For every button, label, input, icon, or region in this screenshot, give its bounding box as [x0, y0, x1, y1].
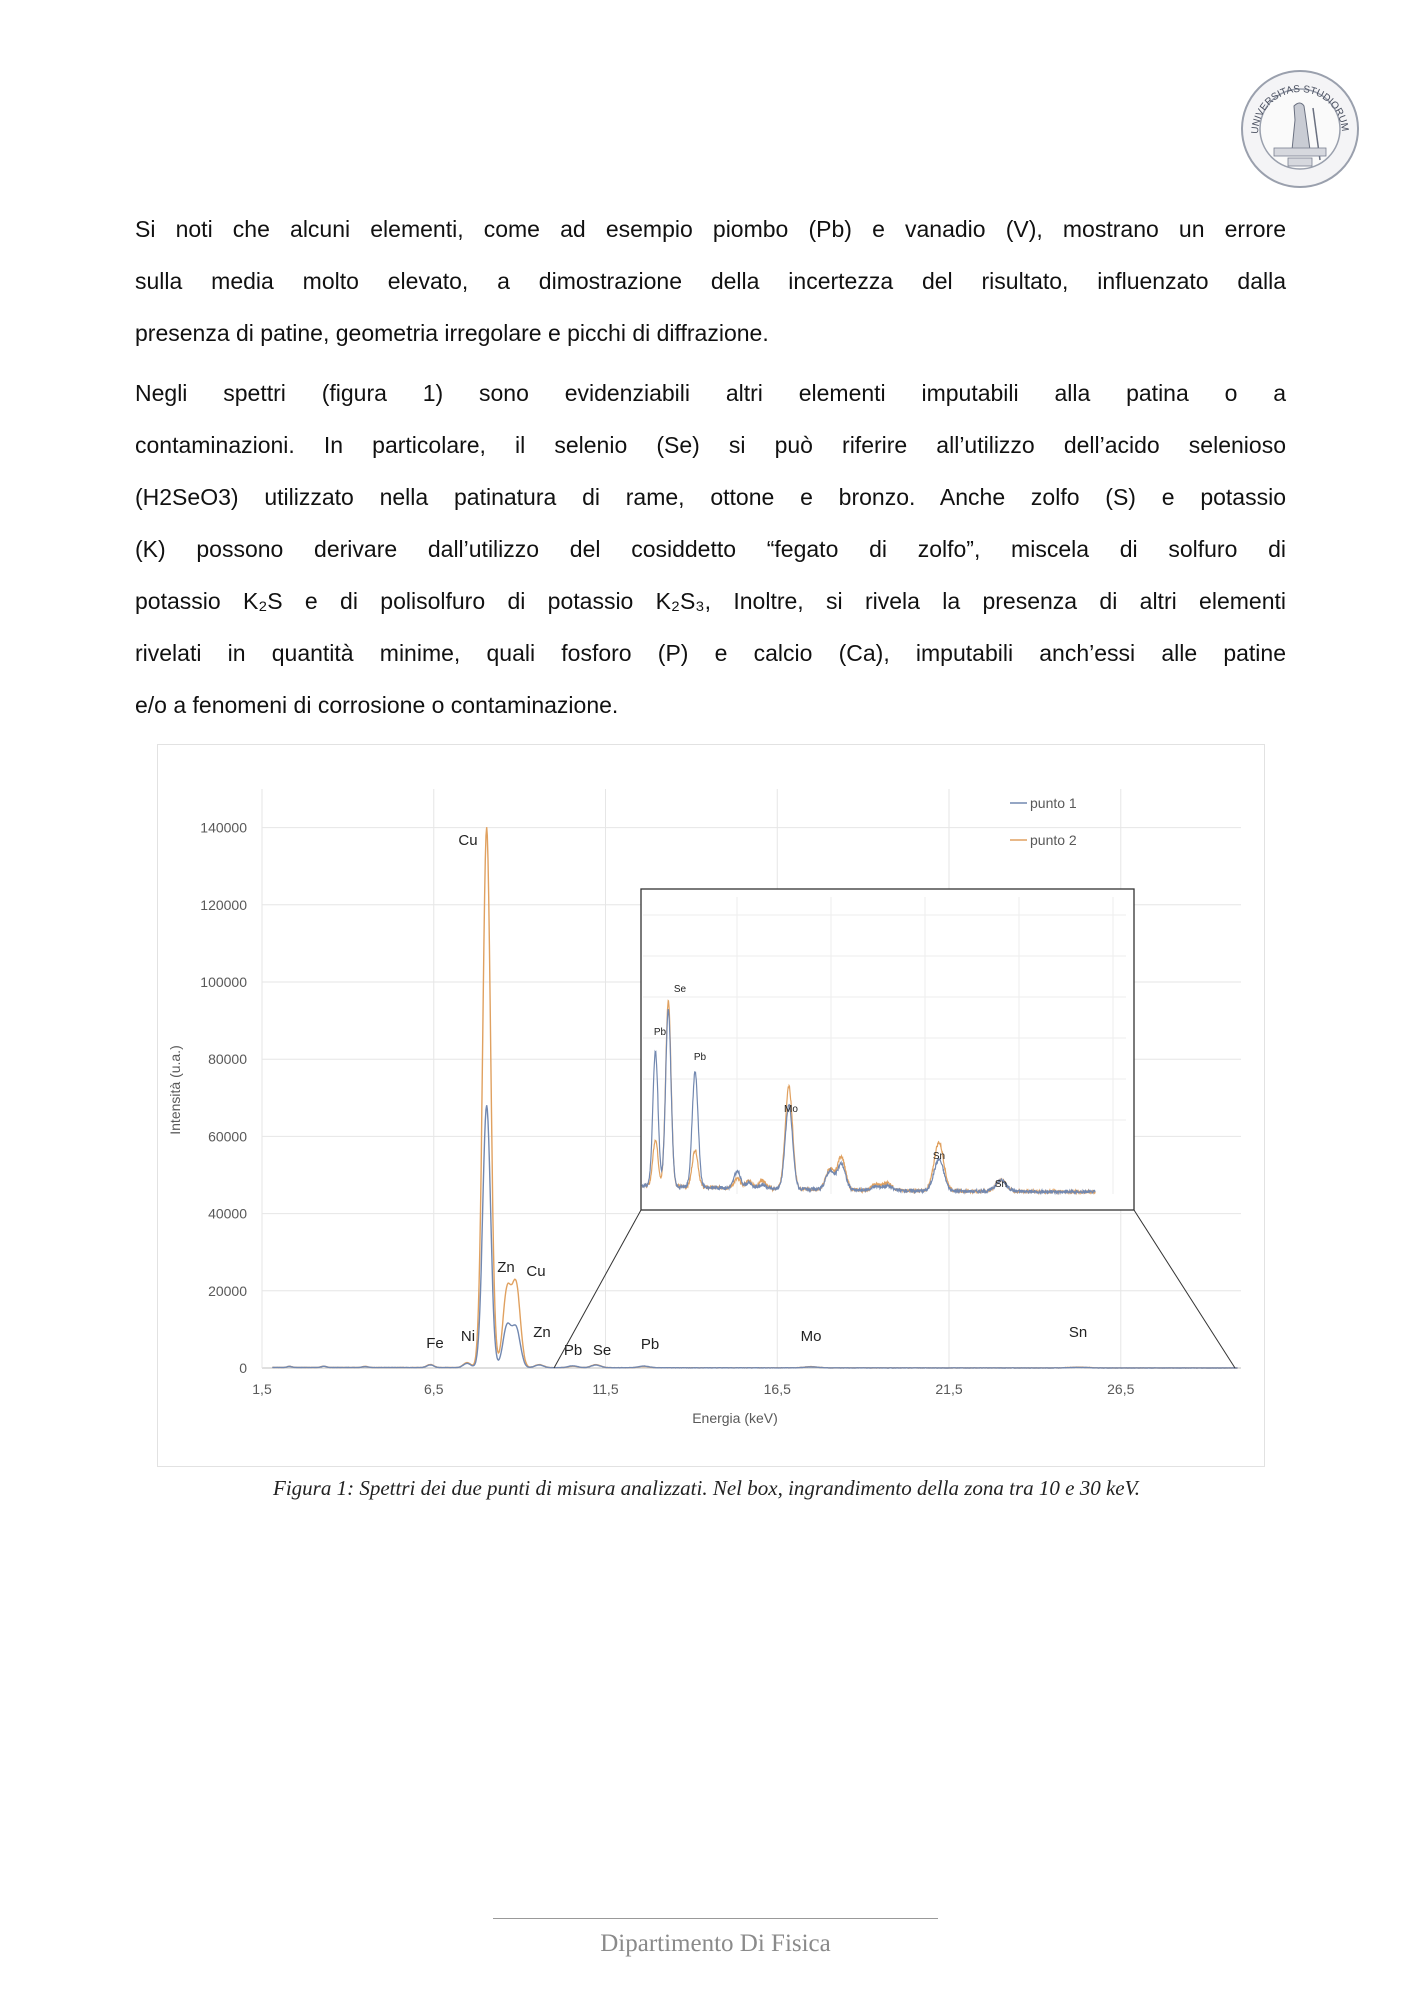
y-tick-label: 20000 [208, 1283, 247, 1299]
peak-label: Cu [526, 1263, 545, 1280]
peak-label: Zn [533, 1324, 551, 1341]
x-tick-label: 16,5 [764, 1381, 791, 1397]
text-line: potassio K₂S e di polisolfuro di potassi… [135, 588, 1286, 614]
inset-peak-label: Pb [654, 1027, 667, 1038]
inset-peak-label: Sn [933, 1151, 945, 1162]
inset-connector-right [1133, 1209, 1236, 1369]
inset-peak-label: Mo [784, 1104, 798, 1115]
footer-department: Dipartimento Di Fisica [600, 1930, 831, 1957]
peak-label: Cu [458, 832, 477, 849]
text-line: sulla media molto elevato, a dimostrazio… [135, 268, 1286, 294]
y-tick-label: 120000 [200, 897, 247, 913]
inset-box [640, 888, 1135, 1211]
peak-label: Pb [564, 1342, 582, 1359]
x-tick-label: 6,5 [424, 1381, 444, 1397]
inset-peak-label: Pb [694, 1052, 707, 1063]
series-line-punto-1 [272, 1105, 1238, 1369]
x-tick-label: 1,5 [252, 1381, 272, 1397]
y-tick-label: 100000 [200, 974, 247, 990]
text-line: contaminazioni. In particolare, il selen… [135, 432, 1286, 458]
peak-label: Pb [641, 1336, 659, 1353]
legend-label: punto 1 [1030, 795, 1077, 811]
text-line: Negli spettri (figura 1) sono evidenziab… [135, 380, 1286, 406]
paragraph-1: Si noti che alcuni elementi, come ad ese… [135, 203, 1286, 359]
y-tick-label: 80000 [208, 1051, 247, 1067]
text-line: rivelati in quantità minime, quali fosfo… [135, 640, 1286, 666]
inset-series-line-punto-1 [641, 1008, 1096, 1196]
paragraph-2: Negli spettri (figura 1) sono evidenziab… [135, 367, 1286, 731]
inset-connector-left [553, 1209, 642, 1369]
x-axis-title: Energia (keV) [692, 1410, 778, 1426]
text-line: (H2SeO3) utilizzato nella patinatura di … [135, 484, 1286, 510]
text-line: (K) possono derivare dall’utilizzo del c… [135, 536, 1286, 562]
text-line: e/o a fenomeni di corrosione o contamina… [135, 692, 619, 718]
peak-label: Fe [426, 1335, 444, 1352]
university-seal-logo: UNIVERSITAS STUDIORUM MEDIOLANENSIS [1234, 60, 1362, 190]
inset-peak-label: Sn [995, 1179, 1007, 1190]
x-tick-label: 26,5 [1107, 1381, 1134, 1397]
peak-label: Ni [461, 1328, 475, 1345]
spectrum-chart: 0 20000 40000 60000 80000 100000 120000 140000 1… [167, 789, 1241, 1426]
figure-caption: Figura 1: Spettri dei due punti di misur… [273, 1476, 1140, 1500]
legend-label: punto 2 [1030, 832, 1077, 848]
peak-label: Se [593, 1342, 611, 1359]
peak-label: Sn [1069, 1324, 1087, 1341]
y-tick-label: 40000 [208, 1206, 247, 1222]
y-axis-title: Intensità (u.a.) [167, 1045, 183, 1135]
text-line: presenza di patine, geometria irregolare… [135, 320, 769, 346]
text-line: Si noti che alcuni elementi, come ad ese… [135, 216, 1286, 242]
inset-peak-label: Se [674, 984, 687, 995]
peak-label: Zn [497, 1259, 515, 1276]
y-tick-label: 140000 [200, 820, 247, 836]
footer-divider [493, 1918, 938, 1919]
x-tick-label: 11,5 [592, 1381, 618, 1397]
peak-label: Mo [801, 1328, 822, 1345]
x-tick-label: 21,5 [935, 1381, 962, 1397]
spectrum-figure: 0 20000 40000 60000 80000 100000 120000 140000 1… [157, 744, 1265, 1467]
y-tick-label: 60000 [208, 1128, 247, 1144]
y-tick-label: 0 [239, 1360, 247, 1376]
